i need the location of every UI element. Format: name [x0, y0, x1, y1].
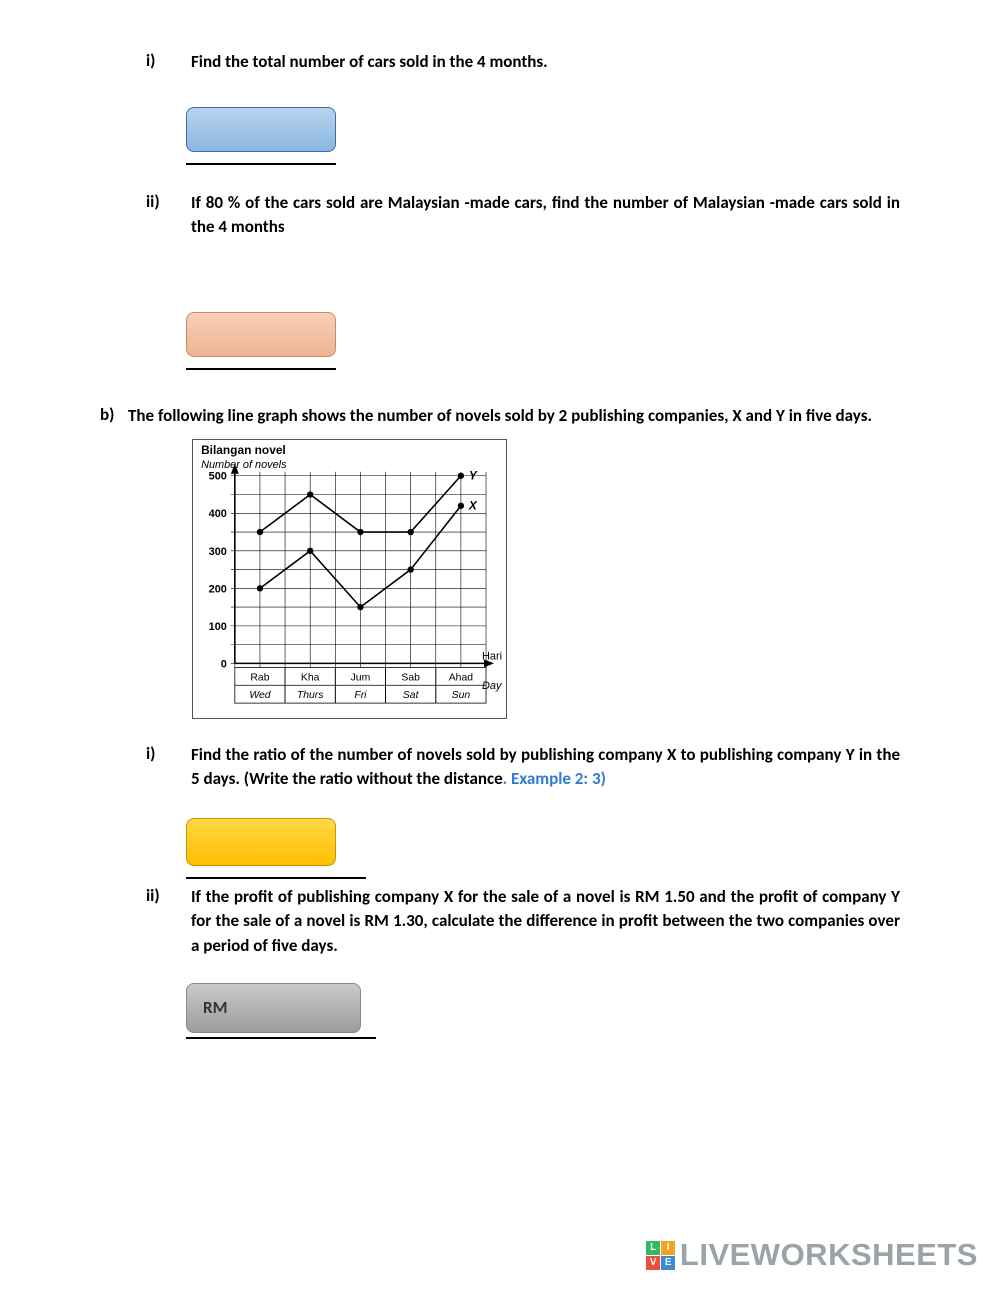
answer-box-orange[interactable] [186, 312, 336, 357]
answer-area-bi [186, 794, 900, 879]
svg-text:Y: Y [469, 468, 478, 482]
svg-text:X: X [468, 498, 478, 512]
line-graph: Bilangan novel Number of novels 0 100 200 300… [192, 439, 507, 719]
svg-text:Kha: Kha [301, 672, 320, 683]
svg-text:Rab: Rab [250, 672, 269, 683]
label-num-ai: i) [136, 50, 191, 75]
answer-box-yellow[interactable] [186, 818, 336, 866]
label-num-bii: ii) [136, 885, 191, 959]
answer-area-bii: RM [186, 983, 900, 1039]
label-num-aii: ii) [136, 191, 191, 240]
question-a-i: i) Find the total number of cars sold in… [136, 50, 900, 75]
question-a-ii: ii) If 80 % of the cars sold are Malaysi… [136, 191, 900, 240]
answer-box-blue[interactable] [186, 107, 336, 152]
text-bii: If the profit of publishing company X fo… [191, 885, 900, 959]
svg-text:400: 400 [209, 508, 227, 520]
watermark-text: LIVEWORKSHEETS [680, 1237, 978, 1273]
watermark-logo: LIVE [646, 1240, 676, 1270]
svg-text:300: 300 [209, 545, 227, 557]
svg-text:200: 200 [209, 583, 227, 595]
text-bi: Find the ratio of the number of novels s… [191, 743, 900, 792]
svg-text:Sab: Sab [401, 672, 420, 683]
question-b: b) The following line graph shows the nu… [100, 404, 900, 429]
underline-bii [186, 1037, 376, 1039]
svg-text:Hari: Hari [482, 650, 502, 662]
svg-text:Fri: Fri [354, 690, 367, 701]
answer-box-gray[interactable]: RM [186, 983, 361, 1033]
text-b: The following line graph shows the numbe… [128, 404, 900, 429]
svg-text:Jum: Jum [351, 672, 371, 683]
rm-label: RM [203, 997, 227, 1018]
example-text: . Example 2: 3) [503, 768, 606, 789]
svg-text:Number of novels: Number of novels [201, 458, 287, 470]
text-ai: Find the total number of cars sold in th… [191, 50, 900, 75]
watermark: LIVE LIVEWORKSHEETS [646, 1237, 978, 1273]
answer-area-aii [186, 288, 900, 370]
svg-text:500: 500 [209, 470, 227, 482]
svg-text:Sun: Sun [452, 690, 471, 701]
text-aii: If 80 % of the cars sold are Malaysian -… [191, 191, 900, 240]
svg-text:0: 0 [221, 658, 227, 670]
svg-text:Day: Day [482, 680, 502, 692]
label-num-bi: i) [136, 743, 191, 792]
question-b-i: i) Find the ratio of the number of novel… [136, 743, 900, 792]
svg-text:Ahad: Ahad [449, 672, 474, 683]
svg-text:100: 100 [209, 620, 227, 632]
svg-text:Wed: Wed [249, 690, 271, 701]
svg-text:Thurs: Thurs [297, 690, 324, 701]
svg-text:Bilangan novel: Bilangan novel [201, 442, 286, 456]
answer-area-ai [186, 83, 900, 165]
question-b-ii: ii) If the profit of publishing company … [136, 885, 900, 959]
svg-text:Sat: Sat [403, 690, 420, 701]
label-num-b: b) [100, 404, 128, 429]
